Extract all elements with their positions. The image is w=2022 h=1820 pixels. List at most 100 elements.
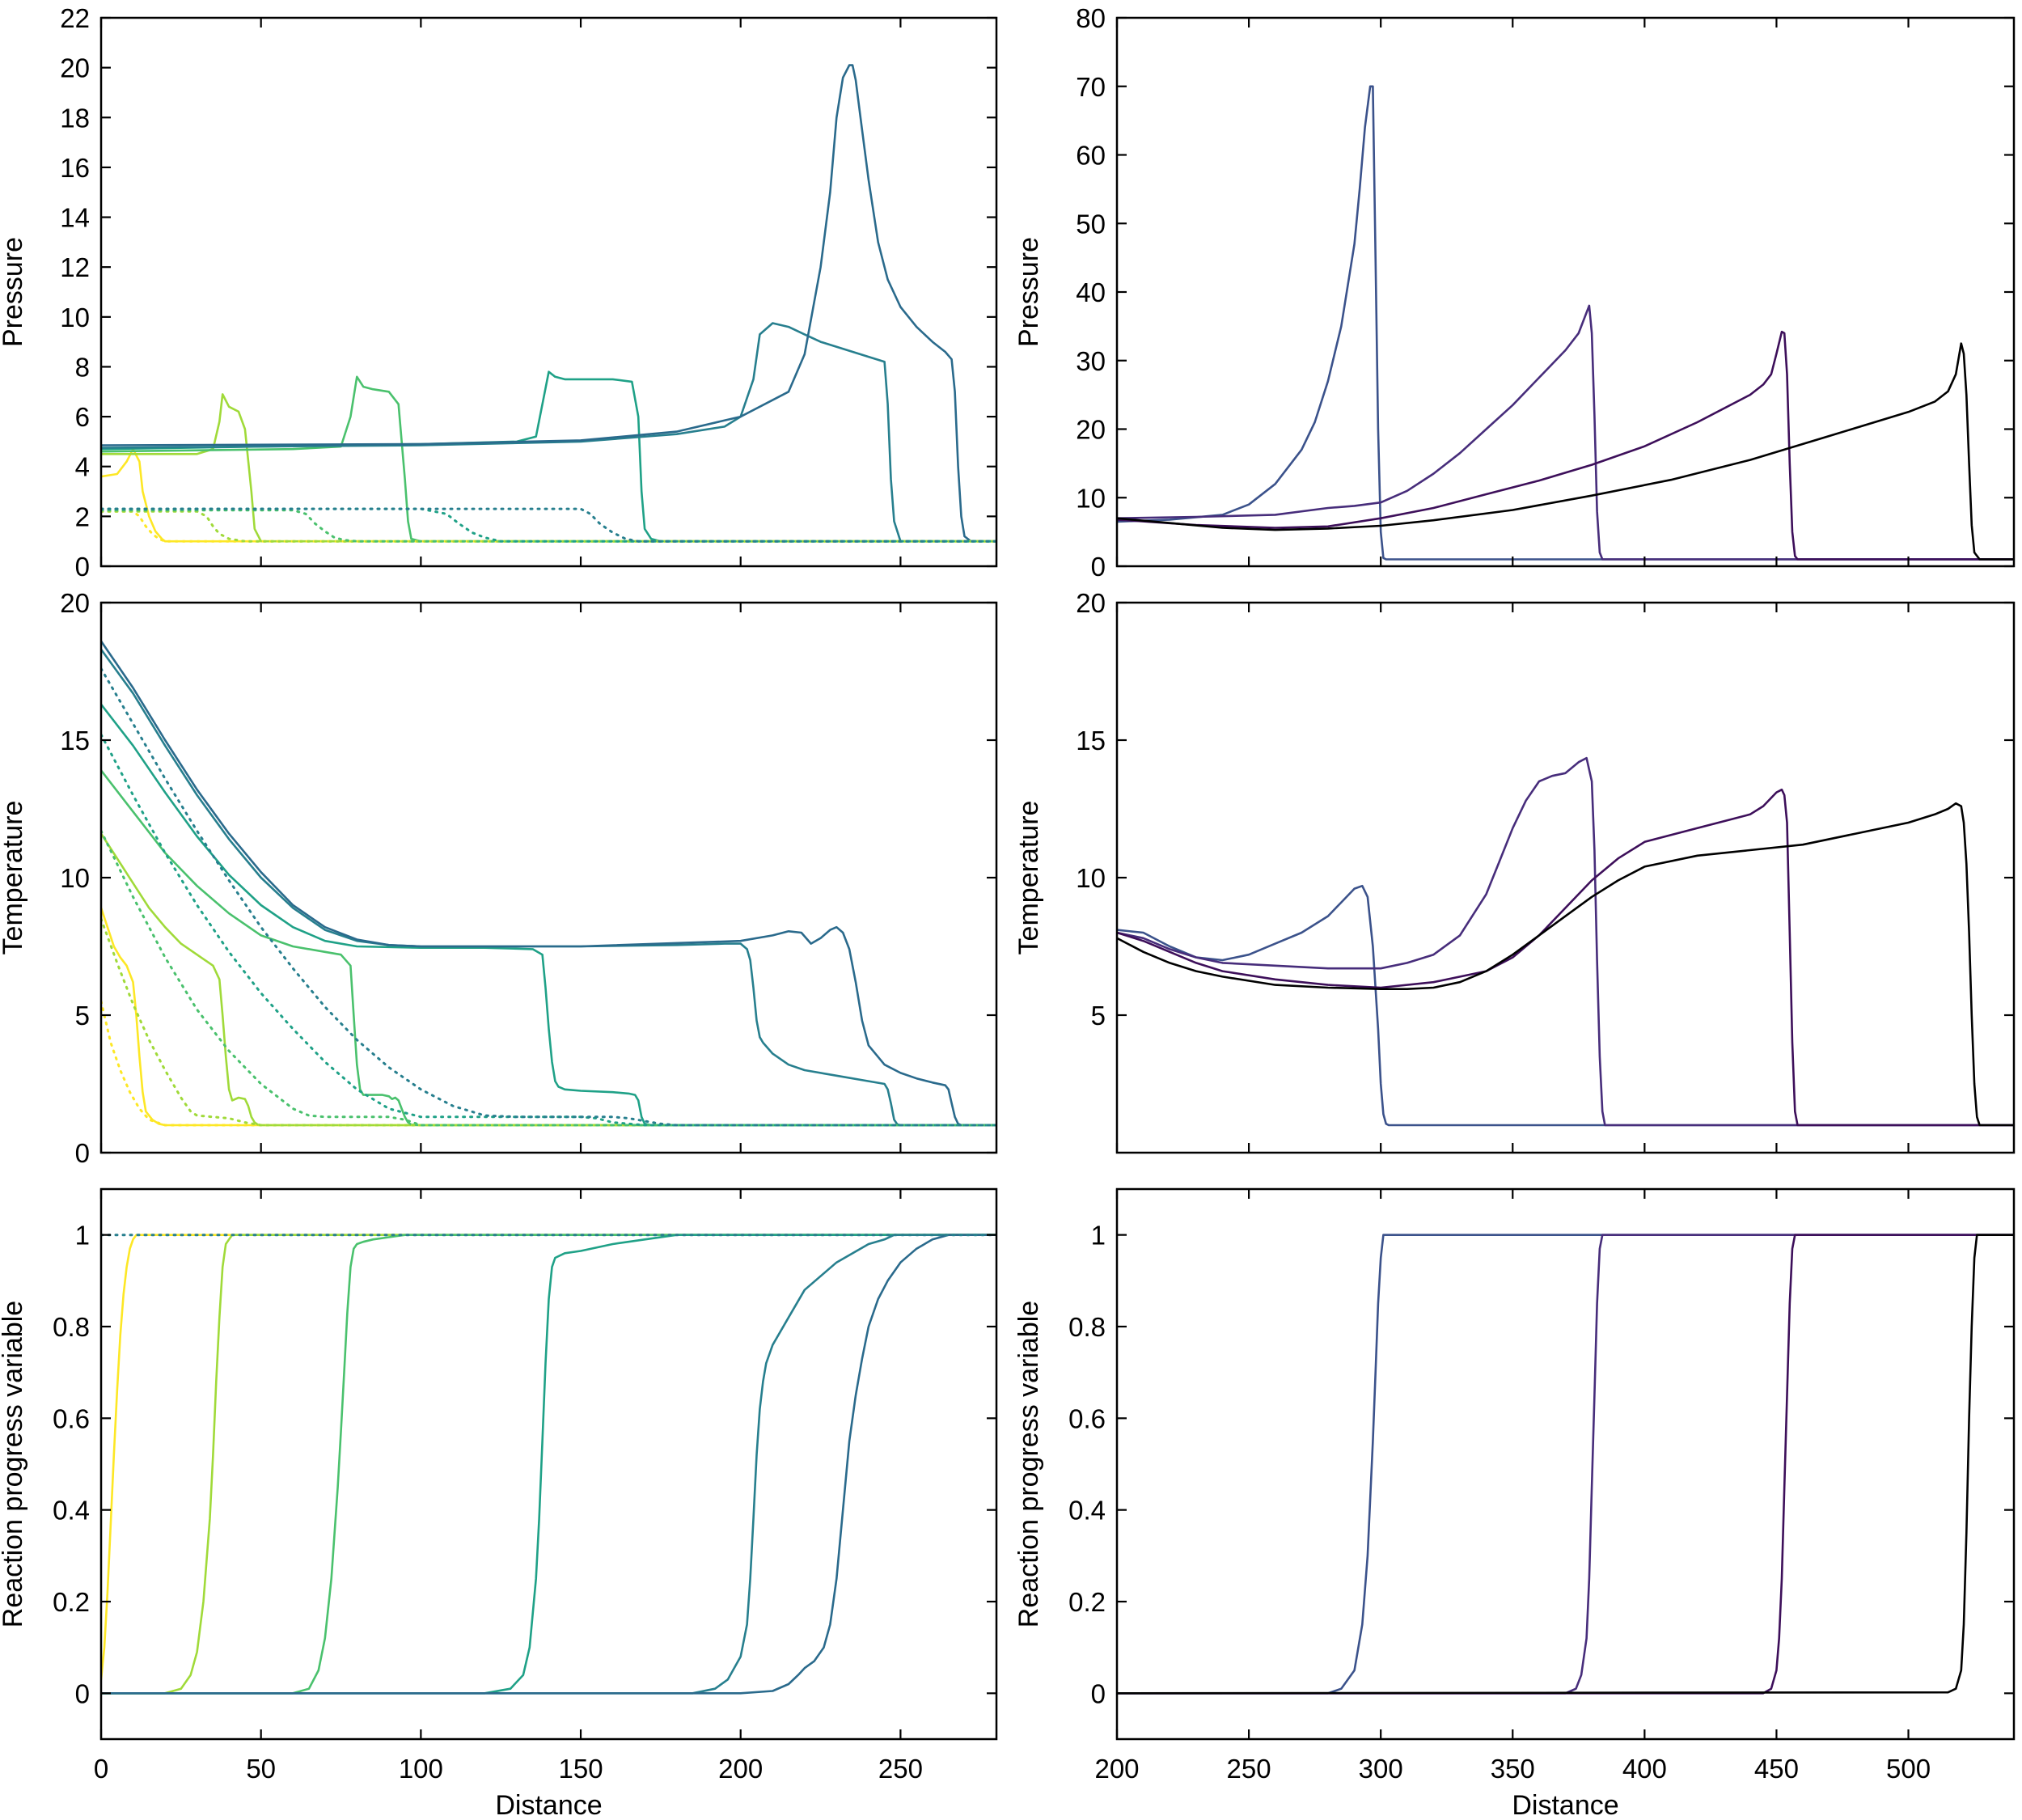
y-tick-label: 40 [1076,277,1106,307]
series-line-indigo [1117,304,2014,561]
y-tick-label: 18 [60,103,90,133]
series-line-blue [1117,85,2014,561]
series-line-teal-dotted [101,733,996,1127]
series-line-tealdark-dotted [101,507,996,543]
y-tick-label: 15 [60,726,90,756]
y-tick-label: 0 [75,1678,90,1708]
series-line-black [1117,1234,2014,1695]
plot-frame [99,1187,998,1741]
x-tick-label: 500 [1886,1754,1931,1784]
series-line-indigo [1117,756,2014,1127]
y-tick-label: 0.2 [53,1587,90,1617]
y-tick-label: 12 [60,252,90,282]
x-tick-label: 450 [1754,1754,1799,1784]
series-line-green [101,769,996,1127]
y-axis-label: Pressure [0,237,28,347]
series-line-black [1117,342,2014,561]
y-tick-label: 0 [75,1138,90,1168]
series-line-yellowgreen [101,832,996,1127]
y-axis-label: Reaction progress variable [1013,1301,1044,1627]
series-line-yellowgreen [101,1234,996,1695]
x-tick-label: 200 [718,1754,763,1784]
y-tick-label: 80 [1076,3,1106,33]
y-tick-label: 4 [75,452,90,482]
plot-frame [1115,601,2016,1154]
x-axis-label: Distance [1512,1790,1618,1820]
y-tick-label: 5 [75,1001,90,1031]
y-tick-label: 0.8 [1068,1312,1106,1342]
y-tick-label: 5 [1091,1001,1106,1031]
series-group [101,64,996,543]
series-line-yellowgreen-dotted [101,510,996,543]
y-tick-label: 0.2 [1068,1587,1106,1617]
series-line-yellowgreen-dotted [101,917,996,1127]
y-tick-label: 8 [75,352,90,382]
y-axis-label: Temperature [0,801,28,955]
x-tick-label: 250 [878,1754,923,1784]
panel-left-bottom: 0 50 100 150 200 250 0 0.2 0.4 0.6 0.8 1 Reaction pr… [0,1187,998,1820]
series-line-green [101,375,996,543]
y-tick-label: 0.8 [53,1312,90,1342]
y-tick-label: 0.4 [1068,1496,1106,1526]
y-tick-label: 22 [60,3,90,33]
y-axis-label: Pressure [1013,237,1044,347]
series-line-tealdark-dotted [101,667,996,1127]
y-tick-label: 20 [1076,588,1106,618]
series-line-yellow [101,1234,996,1681]
y-tick-label: 0 [1091,1678,1106,1708]
y-tick-label: 70 [1076,72,1106,102]
series-group [101,1234,996,1695]
y-tick-label: 0.6 [1068,1403,1106,1433]
x-tick-label: 100 [399,1754,443,1784]
y-axis-label: Temperature [1013,801,1044,955]
y-tick-label: 16 [60,153,90,183]
y-tick-label: 1 [1091,1221,1106,1251]
series-line-teal-dotted [101,507,996,543]
series-line-teal [101,1234,996,1695]
x-tick-label: 50 [246,1754,276,1784]
series-line-teal [101,703,996,1127]
y-tick-label: 0 [1091,552,1106,582]
series-line-purple [1117,1234,2014,1695]
y-tick-label: 14 [60,203,90,233]
panel-left-top: 0 2 4 6 8 10 12 14 16 18 20 22 Pressure [0,3,998,582]
y-tick-label: 20 [60,53,90,83]
series-line-purple [1117,330,2014,561]
y-tick-label: 6 [75,402,90,432]
series-line-yellow-dotted [101,510,996,543]
x-axis-label: Distance [495,1790,602,1820]
y-axis-label: Reaction progress variable [0,1301,28,1627]
series-line-blue [1117,884,2014,1127]
panel-right-middle: 5 10 15 20 Temperature [1013,588,2016,1154]
x-tick-label: 200 [1094,1754,1139,1784]
plot-frame [99,601,998,1154]
y-tick-label: 30 [1076,346,1106,376]
series-line-yellowgreen [101,393,996,543]
y-tick-label: 10 [1076,863,1106,893]
x-tick-label: 150 [559,1754,603,1784]
series-line-teal [101,370,996,543]
plot-frame [99,16,998,568]
series-line-steel [101,1234,996,1695]
x-tick-label: 350 [1491,1754,1535,1784]
y-tick-label: 0.4 [53,1496,90,1526]
y-tick-label: 1 [75,1221,90,1251]
panel-right-top: 0 10 20 30 40 50 60 70 80 Pressure [1013,3,2016,582]
series-line-tealdark [101,648,996,1127]
series-group [101,640,996,1127]
y-tick-label: 2 [75,502,90,531]
panel-right-bottom: 200 250 300 350 400 450 500 0 0.2 0.4 0.6 0.8 1 React… [1013,1187,2016,1820]
series-line-indigo [1117,1234,2014,1695]
y-tick-label: 10 [1076,483,1106,513]
x-tick-label: 300 [1359,1754,1403,1784]
plot-frame [1115,1187,2016,1741]
y-tick-label: 15 [1076,726,1106,756]
x-tick-label: 400 [1622,1754,1667,1784]
series-line-green-dotted [101,829,996,1127]
series-line-yellow [101,447,996,543]
y-tick-label: 60 [1076,141,1106,171]
panel-left-middle: 0 5 10 15 20 Temperature [0,588,998,1168]
y-tick-label: 0.6 [53,1403,90,1433]
series-line-yellow [101,907,996,1127]
